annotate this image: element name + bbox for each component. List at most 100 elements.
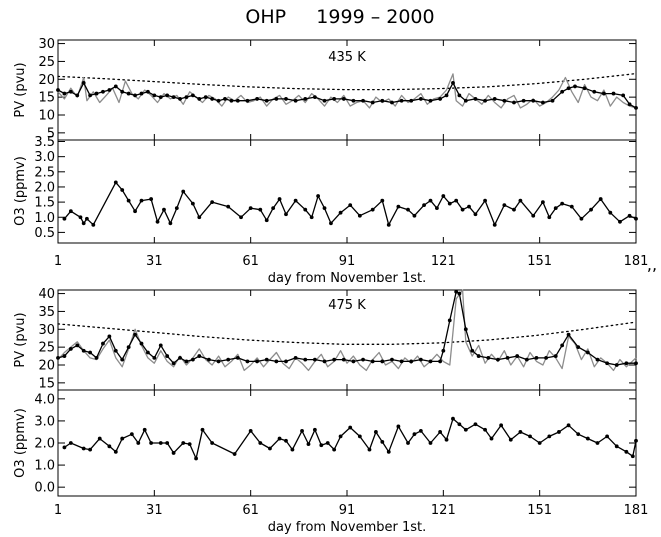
measured-point	[614, 363, 619, 367]
measured-point	[399, 359, 404, 364]
measured-point	[540, 200, 545, 205]
pv-y-ticks-435K: 5 10 15 20 25 30	[38, 37, 636, 141]
x-tick-label: 181	[624, 503, 649, 518]
measured-point	[470, 348, 475, 353]
level-label-435K: 435 K	[328, 50, 366, 65]
measured-point	[502, 203, 507, 208]
measured-point	[454, 289, 459, 294]
measured-point	[207, 357, 211, 362]
measured-point	[528, 434, 532, 439]
measured-point	[210, 97, 215, 101]
measured-point	[178, 355, 182, 360]
measured-point	[460, 207, 465, 212]
xlabel-435K: day from November 1st.	[268, 271, 426, 286]
measured-point	[611, 91, 616, 96]
measured-point	[210, 200, 215, 205]
measured-point	[113, 348, 118, 353]
measured-line	[64, 418, 637, 460]
measured-point	[515, 354, 520, 358]
x-tick-label: 61	[242, 503, 259, 518]
measured-point	[248, 428, 253, 433]
measured-point	[518, 430, 523, 434]
measured-point	[444, 93, 449, 98]
y-tick-label: 30	[38, 37, 55, 52]
measured-point	[348, 203, 353, 208]
measured-point	[216, 98, 221, 103]
x-tick-label: 151	[527, 503, 552, 518]
measured-point	[592, 89, 597, 94]
measured-point	[56, 88, 60, 92]
measured-point	[165, 354, 170, 358]
measured-point	[463, 327, 468, 332]
measured-line	[63, 181, 637, 226]
measured-point	[473, 212, 478, 217]
pv-series-435K	[56, 72, 638, 110]
measured-point	[435, 206, 439, 211]
measured-point	[341, 357, 346, 362]
measured-point	[386, 449, 391, 454]
measured-point	[107, 88, 112, 92]
measured-point	[576, 432, 581, 437]
measured-point	[595, 357, 600, 362]
measured-point	[75, 93, 80, 98]
measured-point	[293, 98, 298, 103]
measured-point	[226, 357, 231, 362]
x-tick-label: 91	[339, 254, 356, 269]
y-tick-label: 0.0	[34, 481, 55, 496]
measured-point	[255, 97, 259, 101]
measured-point	[380, 198, 385, 203]
measured-point	[268, 446, 272, 451]
measured-point	[540, 100, 545, 105]
measured-point	[245, 98, 250, 103]
measured-point	[174, 206, 179, 211]
pv-ylabel-435K: PV (pvu)	[13, 62, 28, 117]
measured-point	[370, 207, 375, 212]
measured-point	[126, 198, 131, 203]
measured-point	[582, 86, 587, 91]
measured-point	[284, 97, 288, 101]
measured-point	[68, 441, 73, 445]
measured-point	[627, 213, 632, 218]
measured-point	[171, 95, 176, 100]
threshold-line	[57, 72, 637, 91]
measured-point	[428, 359, 433, 364]
o3-plot-475K: 0.01.02.03.04.0 O3 (ppmv) 1 31 61 91 121 151 1…	[13, 389, 649, 535]
y-tick-label: 30	[38, 323, 55, 338]
measured-point	[473, 422, 478, 427]
measured-point	[149, 441, 154, 445]
measured-point	[367, 447, 372, 452]
y-tick-label: 15	[38, 91, 55, 106]
o3-ylabel-435K: O3 (ppmv)	[13, 156, 28, 226]
measured-point	[499, 423, 504, 428]
measured-point	[560, 89, 565, 94]
measured-point	[152, 355, 157, 360]
measured-point	[113, 84, 118, 89]
measured-point	[560, 201, 565, 206]
o3-series-475K	[62, 416, 638, 461]
measured-point	[216, 359, 221, 364]
measured-point	[422, 203, 426, 208]
measured-point	[566, 86, 571, 91]
measured-point	[463, 98, 468, 103]
measured-point	[171, 451, 176, 455]
measured-point	[601, 91, 606, 96]
measured-point	[274, 97, 279, 101]
measured-point	[348, 425, 353, 430]
pv-ylabel-475K: PV (pvu)	[13, 312, 28, 367]
level-label-475K: 475 K	[328, 298, 366, 313]
measured-point	[139, 91, 144, 96]
measured-point	[152, 93, 157, 98]
measured-point	[303, 357, 308, 362]
measured-point	[81, 348, 86, 353]
x-tick-label: 31	[146, 254, 163, 269]
measured-point	[473, 97, 478, 101]
y-tick-label: 3.0	[34, 150, 55, 165]
measured-point	[190, 201, 195, 206]
measured-point	[370, 100, 375, 105]
measured-point	[312, 95, 317, 100]
measured-point	[553, 354, 558, 358]
measured-point	[598, 197, 603, 201]
measured-point	[239, 215, 243, 220]
measured-point	[418, 357, 423, 362]
measured-point	[399, 98, 404, 103]
